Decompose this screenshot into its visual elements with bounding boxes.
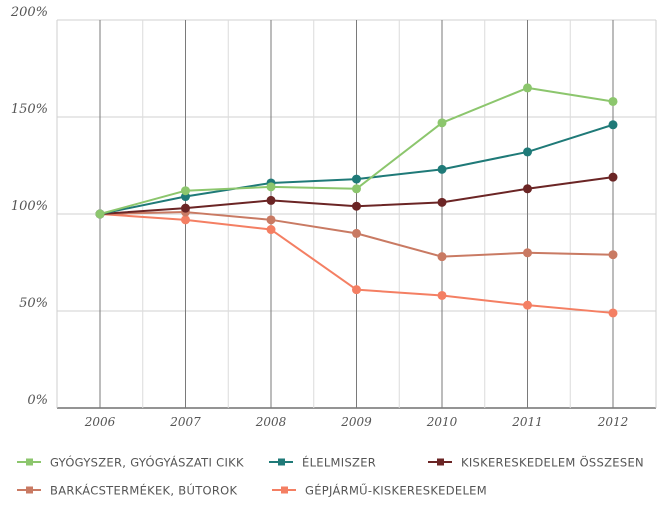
data-point [181,186,190,196]
data-point [523,248,532,258]
y-tick-label: 200% [10,5,48,20]
data-point [437,252,447,262]
y-axis-ticks: 0% 50% 100% 150% 200% [10,5,48,408]
data-point [608,250,618,260]
y-tick-label: 0% [27,393,48,408]
legend-label: GÉPJÁRMŰ-KISKERESKEDELEM [305,483,487,498]
data-point [266,215,276,225]
legend-marker [278,458,285,466]
y-tick-label: 100% [11,199,48,214]
legend-label: KISKERESKEDELEM ÖSSZESEN [461,454,644,470]
data-point [352,201,361,211]
data-point [95,209,105,219]
legend-item: ÉLELMISZER [269,455,376,470]
legend-label: BARKÁCSTERMÉKEK, BÚTOROK [50,483,238,498]
data-point [523,147,532,157]
data-point [266,182,276,192]
data-point [352,285,361,295]
data-point [352,228,361,238]
legend: GYÓGYSZER, GYÓGYÁSZATI CIKK ÉLELMISZER KIS… [17,454,644,498]
data-point [608,172,618,182]
x-tick-label: 2006 [84,415,116,429]
legend-label: GYÓGYSZER, GYÓGYÁSZATI CIKK [50,455,244,470]
data-point [523,184,532,194]
data-point [608,96,618,106]
data-point [352,184,361,194]
data-point [181,215,190,225]
legend-marker [437,458,444,466]
grid [56,19,657,409]
data-point [437,164,447,174]
data-point [437,197,447,207]
series-0 [95,83,618,219]
x-tick-label: 2009 [340,415,372,429]
data-point [266,225,276,235]
x-tick-label: 2008 [255,415,287,429]
x-tick-label: 2010 [426,415,458,429]
data-point [608,120,618,130]
x-tick-label: 2012 [597,415,629,429]
legend-item: BARKÁCSTERMÉKEK, BÚTOROK [17,483,238,498]
y-tick-label: 150% [11,102,48,117]
x-axis-ticks: 2006 2007 2008 2009 2010 2011 2012 [84,415,629,429]
y-tick-label: 50% [19,296,48,311]
data-point [352,174,361,184]
legend-marker [26,458,33,466]
data-point [437,290,447,300]
legend-item: GÉPJÁRMŰ-KISKERESKEDELEM [272,483,487,498]
legend-item: KISKERESKEDELEM ÖSSZESEN [428,454,644,470]
data-point [437,118,447,128]
legend-item: GYÓGYSZER, GYÓGYÁSZATI CIKK [17,455,244,470]
series-lines [95,83,618,318]
data-point [181,203,190,213]
x-tick-label: 2007 [169,415,201,429]
legend-marker [26,486,33,494]
legend-marker [281,486,288,494]
data-point [266,195,276,205]
data-point [523,300,532,310]
legend-label: ÉLELMISZER [302,455,376,470]
data-point [523,83,532,93]
x-tick-label: 2011 [511,415,543,429]
data-point [608,308,618,318]
